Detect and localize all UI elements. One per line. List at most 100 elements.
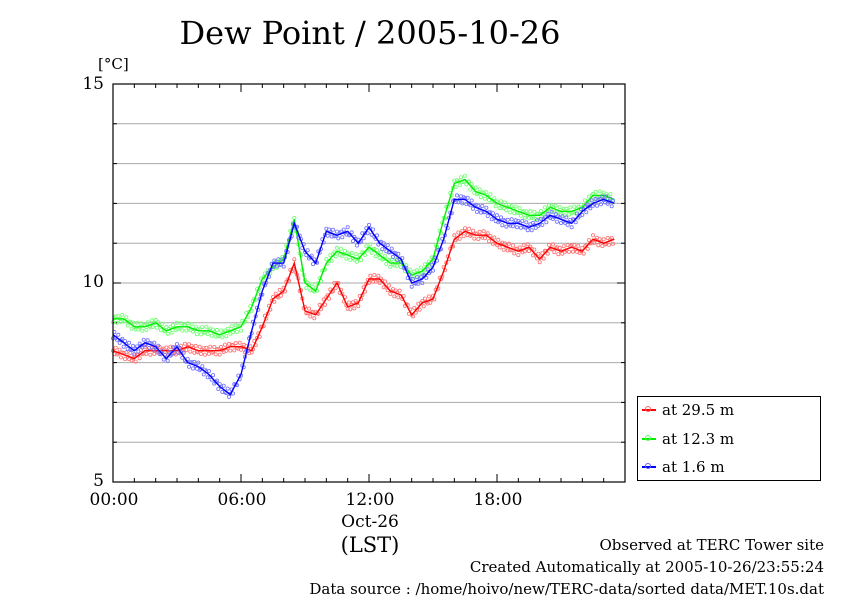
data-point [184, 328, 189, 333]
data-point [188, 349, 193, 354]
data-point [325, 233, 330, 238]
data-point [133, 359, 138, 364]
data-point [585, 246, 590, 251]
data-point [525, 242, 530, 247]
data-point [599, 202, 604, 207]
data-point [461, 234, 466, 239]
data-point [416, 281, 421, 286]
data-point [545, 207, 550, 212]
data-point [329, 258, 334, 263]
data-point [494, 213, 499, 218]
data-point [322, 302, 327, 307]
data-point [569, 225, 574, 230]
data-point [502, 200, 507, 205]
data-point [462, 173, 467, 178]
data-point [607, 242, 612, 247]
data-point [496, 237, 501, 242]
data-point [202, 352, 207, 357]
data-point [352, 306, 357, 311]
data-point [145, 338, 150, 343]
data-point [580, 245, 585, 250]
data-point [533, 225, 538, 230]
data-point [373, 254, 378, 259]
data-point [124, 315, 129, 320]
data-point [225, 386, 230, 391]
data-point [158, 328, 163, 333]
data-point [356, 304, 361, 309]
legend-item-29-5m: at 29.5 m [642, 400, 734, 420]
data-point [498, 199, 503, 204]
data-point [524, 209, 529, 214]
data-point [370, 279, 375, 284]
data-point [485, 213, 490, 218]
data-point [492, 215, 497, 220]
data-point [421, 304, 426, 309]
data-point [515, 225, 520, 230]
data-point [220, 389, 225, 394]
data-point [600, 194, 605, 199]
data-point [593, 189, 598, 194]
data-point [360, 231, 365, 236]
data-point [226, 394, 231, 399]
data-point [198, 351, 203, 356]
data-point [194, 332, 199, 337]
data-point [123, 356, 128, 361]
data-point [150, 347, 155, 352]
data-point [149, 318, 154, 323]
data-point [581, 251, 586, 256]
data-point [529, 228, 534, 233]
data-point [362, 231, 367, 236]
data-point [160, 321, 165, 326]
data-point [425, 267, 430, 272]
data-point [124, 350, 129, 355]
data-point [567, 249, 572, 254]
legend-symbol-blue [642, 460, 656, 474]
data-point [120, 312, 125, 317]
data-point [368, 273, 373, 278]
data-point [573, 211, 578, 216]
data-point [484, 205, 489, 210]
data-point [305, 248, 310, 253]
data-point [601, 237, 606, 242]
data-point [115, 320, 120, 325]
data-point [476, 236, 481, 241]
data-point [579, 207, 584, 212]
data-point [477, 187, 482, 192]
data-point [527, 249, 532, 254]
data-point [473, 185, 478, 190]
data-point [498, 215, 503, 220]
data-point [333, 254, 338, 259]
data-point [349, 230, 354, 235]
data-point [509, 217, 514, 222]
data-point [200, 364, 205, 369]
data-point [382, 253, 387, 258]
data-point [317, 302, 322, 307]
chart-title: Dew Point / 2005-10-26 [179, 14, 561, 52]
data-point [488, 192, 493, 197]
data-point [292, 257, 297, 262]
data-point [127, 340, 132, 345]
data-point [576, 243, 581, 248]
data-point [198, 332, 203, 337]
data-point [543, 205, 548, 210]
legend-item-12-3m: at 12.3 m [642, 429, 734, 449]
data-point [564, 215, 569, 220]
data-point [214, 327, 219, 332]
data-point [392, 263, 397, 268]
data-point [513, 218, 518, 223]
data-point [517, 206, 522, 211]
data-point [508, 210, 513, 215]
data-point [492, 196, 497, 201]
data-point [180, 328, 185, 333]
data-point [512, 251, 517, 256]
series-line-2 [113, 178, 615, 336]
data-point [376, 273, 381, 278]
data-point [505, 248, 510, 253]
data-point [193, 343, 198, 348]
data-point [374, 233, 379, 238]
data-point [532, 247, 537, 252]
data-point [166, 349, 171, 354]
data-point [505, 217, 510, 222]
legend-label: at 1.6 m [662, 458, 725, 476]
data-point [412, 305, 417, 310]
